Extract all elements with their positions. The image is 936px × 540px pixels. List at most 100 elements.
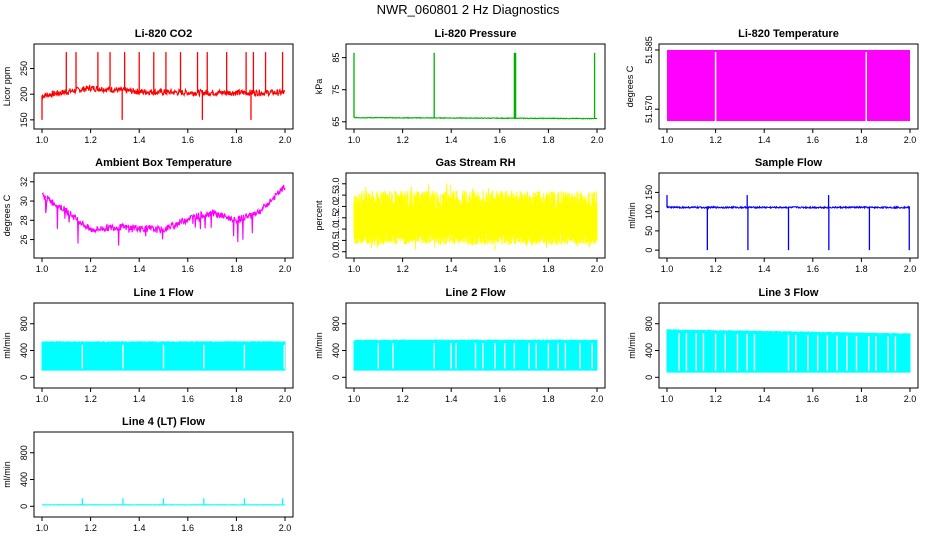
x-tick-label: 1.6 [182, 523, 195, 533]
plot-frame [33, 431, 294, 518]
x-tick-label: 1.2 [396, 264, 409, 274]
x-tick-label: 1.6 [807, 394, 820, 404]
panel-line2: Line 2 Flow 1.0 1.2 1.4 1.6 1.8 2.0 0 400 800 ml/m… [314, 287, 606, 404]
y-tick-label: 800 [19, 316, 29, 331]
y-axis-label: ml/min [2, 332, 12, 359]
x-tick-label: 1.4 [133, 394, 146, 404]
y-axis-label: ml/min [314, 332, 324, 359]
plot-frame [345, 172, 606, 259]
y-tick-label: 800 [19, 445, 29, 460]
panel-co2: Li-820 CO2 1.0 1.2 1.4 1.6 1.8 2.0 150 200 250 Lic… [2, 28, 294, 145]
x-tick-label: 1.6 [182, 135, 195, 145]
x-tick-label: 1.4 [445, 394, 458, 404]
y-tick-label: 0 [644, 375, 654, 380]
x-tick-label: 1.8 [230, 394, 243, 404]
x-tick-label: 1.0 [661, 135, 674, 145]
x-tick-label: 1.2 [396, 135, 409, 145]
panel-rh: Gas Stream RH1.0 1.2 1.4 1.6 1.8 2.00.00.51.0… [314, 157, 606, 274]
x-tick-label: 1.2 [709, 264, 722, 274]
x-tick-label: 1.0 [36, 523, 49, 533]
y-axis-label: ml/min [627, 202, 637, 229]
x-tick-label: 1.6 [494, 394, 507, 404]
y-tick-label: 150 [19, 112, 29, 127]
y-tick-label: 75 [331, 85, 341, 95]
plot-frame [345, 43, 606, 130]
panel-title: Ambient Box Temperature [95, 157, 232, 169]
y-tick-label: 2.0 [331, 200, 341, 213]
plot-frame [33, 302, 294, 389]
y-tick-label: 800 [331, 316, 341, 331]
x-tick-label: 1.0 [661, 264, 674, 274]
x-tick-label: 1.8 [542, 394, 555, 404]
panel-title: Gas Stream RH [435, 157, 515, 169]
panel-title: Li-820 Pressure [435, 28, 517, 40]
x-tick-label: 2.0 [279, 394, 292, 404]
y-tick-label: 26 [19, 235, 29, 245]
x-tick-label: 2.0 [904, 135, 917, 145]
x-tick-label: 2.0 [591, 394, 604, 404]
x-tick-label: 1.0 [661, 394, 674, 404]
series-band [353, 339, 598, 371]
y-tick-label: 50 [644, 226, 654, 236]
x-tick-label: 1.4 [758, 394, 771, 404]
y-tick-label: 32 [19, 177, 29, 187]
y-tick-label: 28 [19, 215, 29, 225]
y-tick-label: 1.5 [331, 212, 341, 225]
x-tick-label: 1.8 [542, 264, 555, 274]
x-tick-label: 1.4 [758, 264, 771, 274]
x-tick-label: 1.2 [84, 523, 97, 533]
y-tick-label: 100 [644, 204, 654, 219]
x-tick-label: 1.6 [182, 394, 195, 404]
x-tick-label: 1.8 [230, 523, 243, 533]
x-tick-label: 1.8 [230, 264, 243, 274]
x-tick-label: 1.4 [133, 523, 146, 533]
series-band [353, 183, 598, 251]
y-tick-label: 0 [19, 504, 29, 509]
plot-frame [33, 43, 294, 130]
y-tick-label: 85 [331, 53, 341, 63]
x-tick-label: 1.2 [709, 394, 722, 404]
x-tick-label: 1.4 [758, 135, 771, 145]
series-line [41, 84, 286, 100]
plot-frame [658, 43, 919, 130]
x-tick-label: 2.0 [279, 523, 292, 533]
y-tick-label: 65 [331, 117, 341, 127]
y-axis-label: degrees C [2, 194, 12, 236]
x-tick-label: 2.0 [591, 264, 604, 274]
y-axis-label: percent [314, 200, 324, 231]
panel-line1: Line 1 Flow 1.0 1.2 1.4 1.6 1.8 2.0 0 400 800 ml/m… [2, 287, 294, 404]
x-tick-label: 1.2 [84, 264, 97, 274]
x-tick-label: 1.4 [133, 264, 146, 274]
y-tick-label: 150 [644, 185, 654, 200]
x-tick-label: 1.6 [182, 264, 195, 274]
x-tick-label: 1.8 [855, 135, 868, 145]
x-tick-label: 1.8 [855, 394, 868, 404]
x-tick-label: 1.4 [133, 135, 146, 145]
x-tick-label: 1.6 [807, 264, 820, 274]
x-tick-label: 2.0 [279, 264, 292, 274]
y-axis-label: degrees C [625, 65, 635, 107]
y-tick-label: 0 [331, 375, 341, 380]
x-tick-label: 1.6 [494, 135, 507, 145]
x-tick-label: 1.6 [807, 135, 820, 145]
x-tick-label: 2.0 [904, 264, 917, 274]
y-tick-label: 400 [19, 472, 29, 487]
x-tick-label: 1.8 [230, 135, 243, 145]
x-tick-label: 2.0 [904, 394, 917, 404]
x-tick-label: 1.0 [36, 135, 49, 145]
panel-sample_flow: Sample Flow 1.0 1.2 1.4 1.6 1.8 2.0 0 50 100 150 ml… [627, 157, 919, 274]
y-tick-label: 2.5 [331, 189, 341, 202]
y-tick-label: 0.0 [331, 245, 341, 258]
panel-title: Line 1 Flow [134, 287, 194, 299]
x-tick-label: 1.0 [348, 394, 361, 404]
plot-frame [33, 172, 294, 259]
y-tick-label: 1.0 [331, 223, 341, 236]
y-tick-label: 0 [19, 375, 29, 380]
figure-title: NWR_060801 2 Hz Diagnostics [376, 2, 560, 17]
y-tick-label: 0.5 [331, 234, 341, 247]
panel-title: Line 4 (LT) Flow [122, 416, 205, 428]
x-tick-label: 1.0 [36, 264, 49, 274]
x-tick-label: 1.8 [542, 135, 555, 145]
series-fill [667, 49, 910, 122]
